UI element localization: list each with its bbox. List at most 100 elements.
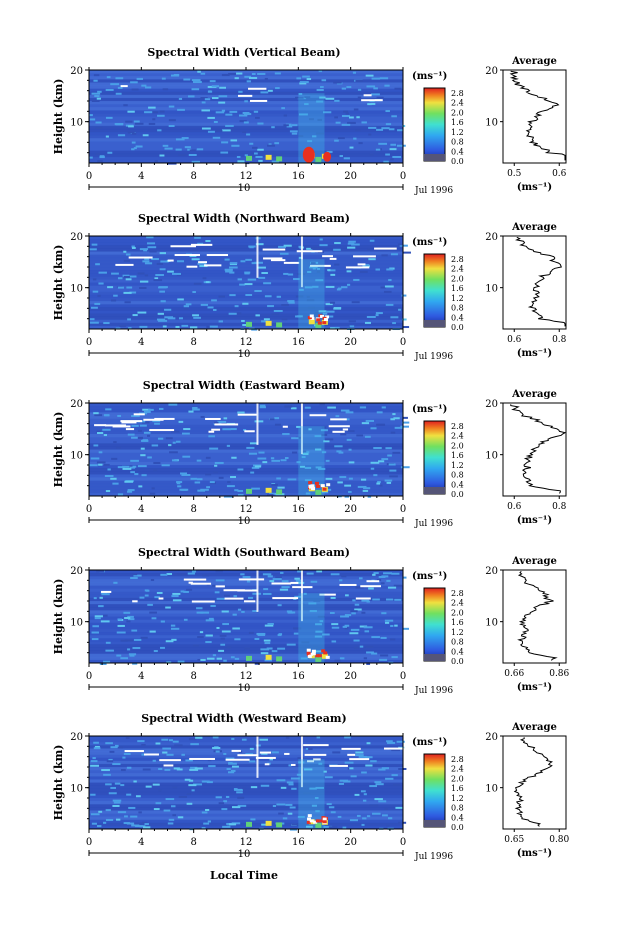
heatmap-cell [325, 285, 335, 288]
heatmap-cell [112, 799, 122, 802]
heatmap-cell [353, 137, 357, 140]
heatmap-row [89, 135, 403, 139]
heatmap-cell [117, 414, 122, 417]
heatmap-cell [207, 116, 215, 119]
heatmap-cell [373, 87, 378, 90]
heatmap-cell [279, 588, 289, 591]
heatmap-cell [116, 818, 121, 821]
heatmap-cell [131, 246, 136, 249]
missing-data [167, 259, 174, 262]
heatmap-cell [127, 648, 131, 651]
profile-line [510, 404, 567, 494]
colorbar-tick-label: 0.0 [451, 490, 464, 499]
profile-y-tick-label: 20 [485, 732, 498, 743]
heatmap-cell [328, 806, 335, 809]
hot-spot [276, 822, 283, 828]
heatmap-cell [283, 114, 288, 117]
heatmap-cell [390, 143, 397, 146]
heatmap-cell [177, 485, 182, 488]
missing-data [310, 264, 331, 267]
heatmap-cell [117, 493, 124, 496]
heatmap-cell [356, 814, 361, 817]
profile-frame [502, 69, 567, 164]
heatmap-cell [93, 412, 99, 415]
heatmap-texture [89, 570, 410, 665]
heatmap-cell [239, 120, 247, 123]
heatmap-cell [117, 811, 127, 814]
heatmap-cell [281, 586, 290, 589]
heatmap-cell [291, 823, 301, 826]
heatmap-cell [397, 243, 403, 246]
heatmap-cell [110, 83, 120, 86]
heatmap-cell [251, 73, 256, 76]
hot-spot [317, 654, 322, 658]
heatmap-cell [110, 786, 116, 789]
heatmap-cell [244, 283, 253, 286]
heatmap-cell [161, 464, 170, 467]
heatmap-cell [382, 814, 388, 817]
heatmap-cell [387, 454, 392, 457]
heatmap-cell [171, 805, 176, 808]
missing-data [284, 752, 290, 755]
heatmap-cell [232, 98, 242, 101]
heatmap-cell [90, 813, 100, 816]
heatmap-cell [147, 603, 153, 606]
heatmap-cell [277, 634, 282, 637]
heatmap-cell [139, 248, 149, 251]
heatmap-cell [146, 242, 156, 245]
x-tick-label: 4 [138, 671, 144, 682]
heatmap-cell [363, 264, 370, 267]
heatmap-cell [148, 122, 156, 125]
heatmap-cell [320, 86, 324, 89]
heatmap-row [89, 585, 403, 590]
heatmap-cell [152, 759, 156, 762]
heatmap-cell [283, 124, 289, 127]
heatmap-cell [186, 588, 193, 591]
heatmap-cell [366, 742, 371, 745]
heatmap-cell [170, 624, 176, 627]
heatmap-cell [374, 781, 382, 784]
heatmap-row [89, 582, 403, 586]
heatmap-cell [351, 243, 360, 246]
heatmap-cell [245, 258, 252, 261]
heatmap-cell [344, 736, 351, 739]
colorbar-tick-label: 1.6 [451, 784, 464, 793]
colorbar-tick-label: 0.4 [451, 313, 464, 322]
heatmap-cell [209, 481, 215, 484]
profile-y-tick-label: 20 [485, 66, 498, 77]
heatmap-cell [330, 573, 340, 576]
heatmap-cell [354, 603, 360, 606]
heatmap-cell [290, 407, 297, 410]
hot-spot [315, 484, 320, 488]
profile-x-tick-label: 0.6 [507, 502, 522, 512]
missing-data [249, 99, 268, 102]
missing-data [357, 263, 366, 266]
heatmap-cell [325, 97, 335, 100]
heatmap-cell [338, 451, 344, 454]
heatmap-cell [383, 160, 389, 163]
heatmap-cell [160, 646, 165, 649]
heatmap-row [89, 421, 403, 426]
heatmap-cell [128, 275, 137, 278]
profile-x-tick-label: 0.6 [552, 169, 567, 179]
heatmap-cell [317, 118, 323, 121]
heatmap-cell [246, 580, 251, 583]
heatmap-cell [215, 796, 222, 799]
heatmap-cell [122, 756, 126, 759]
heatmap-cell [187, 95, 195, 98]
colorbar-tick-label: 0.4 [451, 147, 464, 156]
heatmap-row [89, 594, 403, 599]
heatmap-cell [306, 78, 312, 81]
heatmap-cell [390, 316, 399, 319]
heatmap-cell [213, 308, 217, 311]
heatmap-cell [234, 77, 239, 80]
heatmap-cell [315, 630, 323, 633]
heatmap-row [89, 465, 403, 469]
missing-data [149, 429, 175, 432]
heatmap-cell [330, 811, 336, 814]
heatmap-cell [151, 111, 159, 114]
heatmap-cell [112, 482, 119, 485]
heatmap-cell [197, 70, 201, 73]
heatmap-row [89, 616, 403, 621]
heatmap-cell [182, 432, 190, 435]
